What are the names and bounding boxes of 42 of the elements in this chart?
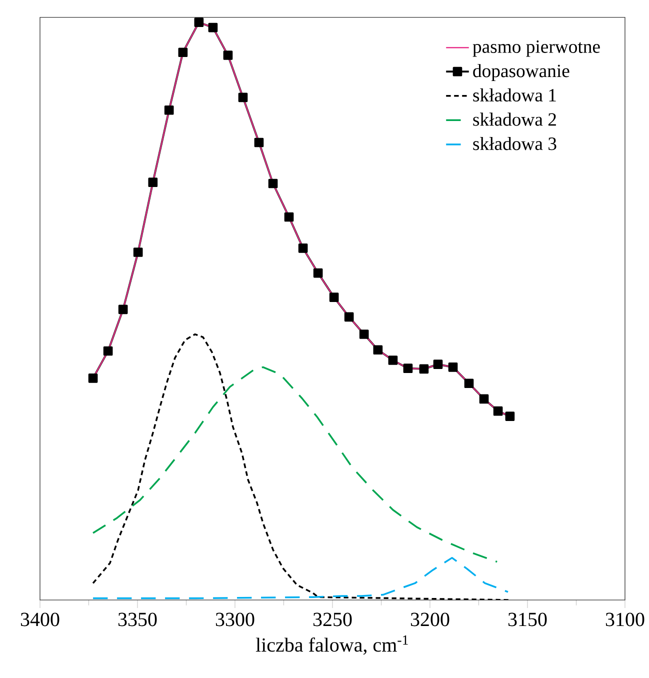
point (479, 394, 489, 404)
x-tick-label: 3250 (313, 612, 352, 626)
x-tick-label: 3150 (508, 612, 547, 626)
point (464, 378, 474, 388)
x-tick-label: 3400 (20, 612, 60, 626)
x-tick-label: 3100 (606, 612, 644, 626)
legend-label: dopasowanie (473, 64, 570, 82)
point (148, 178, 158, 188)
point (254, 138, 264, 148)
point (208, 22, 218, 32)
point (448, 362, 458, 372)
x-tick-label: 3200 (410, 612, 450, 626)
point (268, 178, 278, 188)
x-tick-label: 3350 (118, 612, 157, 626)
point (118, 304, 128, 314)
point (238, 92, 248, 102)
point (359, 330, 369, 339)
point (373, 345, 383, 355)
point (298, 244, 308, 253)
point (223, 50, 233, 60)
point (313, 268, 323, 278)
point (403, 364, 413, 374)
point (133, 248, 143, 257)
x-axis-title: liczba falowa, cm$^{-1}$ (256, 635, 408, 655)
point (103, 346, 113, 356)
legend-label: składowa 1 (473, 88, 556, 102)
point (329, 292, 339, 302)
point (505, 412, 515, 421)
point (433, 360, 443, 369)
legend-label: składowa 3 (473, 136, 556, 150)
point (194, 18, 204, 27)
point (344, 312, 354, 322)
legend-label: składowa 2 (473, 112, 556, 126)
x-tick-label: 3300 (216, 612, 254, 626)
point (164, 105, 174, 115)
point (88, 374, 98, 383)
legend-label: pasmo pierwotne (472, 40, 600, 57)
point (388, 356, 398, 365)
point (178, 48, 188, 58)
point (419, 364, 429, 374)
point (284, 212, 294, 222)
point (493, 406, 503, 416)
